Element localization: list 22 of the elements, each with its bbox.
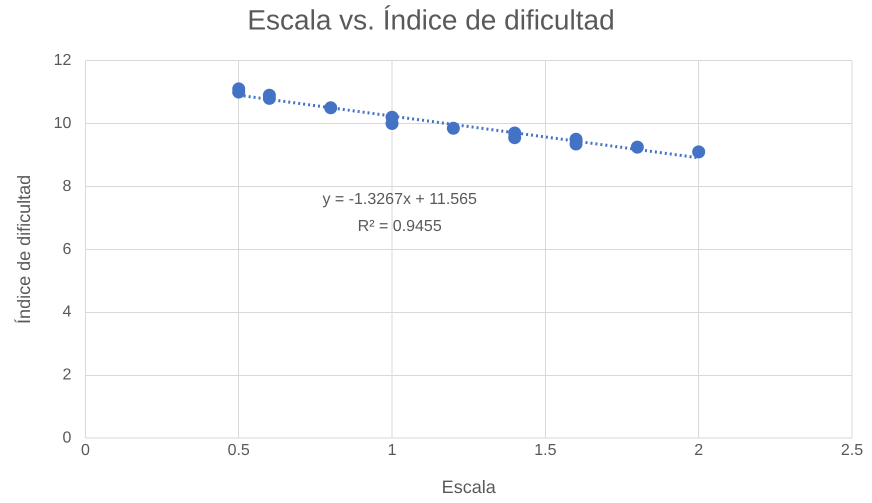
- y-tick-label: 12: [54, 52, 72, 70]
- point: [446, 122, 460, 135]
- chart-title: Escala vs. Índice de dificultad: [247, 4, 615, 36]
- point: [324, 101, 338, 114]
- y-tick-label: 4: [62, 304, 72, 321]
- y-axis-title: Índice de dificultad: [14, 174, 34, 324]
- x-tick-label: 2.5: [840, 442, 864, 460]
- x-tick-label: 1: [388, 442, 397, 460]
- x-tick-label: 1.5: [534, 442, 557, 460]
- x-tick-label: 0: [80, 442, 90, 460]
- point: [692, 145, 706, 158]
- y-tick-label: 2: [62, 366, 72, 384]
- x-tick-label: 2: [694, 442, 704, 460]
- y-tick-label: 10: [54, 114, 72, 132]
- annotation: y = -1.3267x + 11.565: [322, 191, 478, 208]
- point: [630, 140, 644, 154]
- y-tick-label: 6: [62, 240, 72, 258]
- y-tick-label: 0: [62, 430, 72, 447]
- x-tick-label: 0.5: [228, 442, 250, 460]
- x-axis-title: Escala: [442, 477, 497, 498]
- annotation: R² = 0.9455: [358, 218, 442, 236]
- y-tick-label: 8: [62, 178, 72, 195]
